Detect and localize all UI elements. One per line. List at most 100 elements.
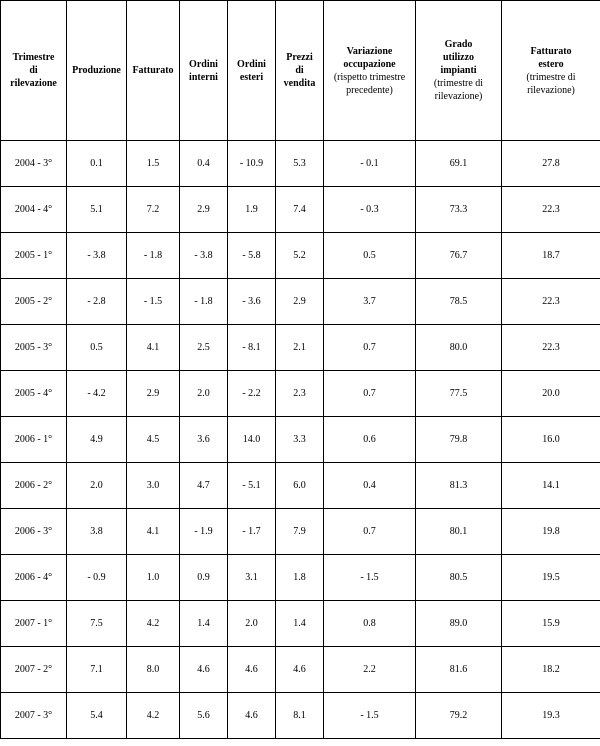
cell-value: - 3.8 [180, 233, 228, 279]
cell-value: 80.1 [416, 509, 502, 555]
row-label: 2005 - 2° [1, 279, 67, 325]
cell-value: 20.0 [502, 371, 600, 417]
col-header: Trimestredirilevazione [1, 1, 67, 141]
cell-value: - 0.3 [324, 187, 416, 233]
cell-value: - 10.9 [228, 141, 276, 187]
cell-value: 0.5 [324, 233, 416, 279]
table-header: Trimestredirilevazione Produzione Fattur… [1, 1, 600, 141]
table-body: 2004 - 3°0.11.50.4- 10.95.3- 0.169.127.8… [1, 141, 600, 739]
cell-value: 80.5 [416, 555, 502, 601]
cell-value: 4.6 [276, 647, 324, 693]
col-header-main: Prezzidivendita [284, 52, 316, 89]
cell-value: - 1.5 [324, 693, 416, 739]
cell-value: 0.7 [324, 325, 416, 371]
table-row: 2007 - 1°7.54.21.42.01.40.889.015.9 [1, 601, 600, 647]
col-header-sub: (trimestre di rilevazione) [434, 78, 483, 102]
cell-value: 8.1 [276, 693, 324, 739]
cell-value: 22.3 [502, 279, 600, 325]
cell-value: - 0.1 [324, 141, 416, 187]
cell-value: 3.0 [127, 463, 180, 509]
table-row: 2005 - 1°- 3.8- 1.8- 3.8- 5.85.20.576.71… [1, 233, 600, 279]
col-header: Gradoutilizzoimpianti(trimestre di rilev… [416, 1, 502, 141]
col-header: Produzione [67, 1, 127, 141]
cell-value: 1.8 [276, 555, 324, 601]
cell-value: 27.8 [502, 141, 600, 187]
cell-value: 80.0 [416, 325, 502, 371]
cell-value: 0.9 [180, 555, 228, 601]
cell-value: 3.3 [276, 417, 324, 463]
cell-value: 0.5 [67, 325, 127, 371]
row-label: 2007 - 3° [1, 693, 67, 739]
cell-value: 0.1 [67, 141, 127, 187]
table-row: 2004 - 4°5.17.22.91.97.4- 0.373.322.3 [1, 187, 600, 233]
cell-value: 19.8 [502, 509, 600, 555]
cell-value: 4.7 [180, 463, 228, 509]
cell-value: 3.7 [324, 279, 416, 325]
cell-value: 2.2 [324, 647, 416, 693]
cell-value: 77.5 [416, 371, 502, 417]
cell-value: - 1.8 [127, 233, 180, 279]
row-label: 2005 - 4° [1, 371, 67, 417]
cell-value: 79.2 [416, 693, 502, 739]
cell-value: - 3.8 [67, 233, 127, 279]
cell-value: 5.4 [67, 693, 127, 739]
row-label: 2007 - 2° [1, 647, 67, 693]
cell-value: 4.2 [127, 693, 180, 739]
cell-value: - 5.8 [228, 233, 276, 279]
row-label: 2006 - 1° [1, 417, 67, 463]
table-row: 2006 - 2°2.03.04.7- 5.16.00.481.314.1 [1, 463, 600, 509]
cell-value: 79.8 [416, 417, 502, 463]
cell-value: 2.0 [180, 371, 228, 417]
cell-value: 2.3 [276, 371, 324, 417]
cell-value: 0.7 [324, 371, 416, 417]
col-header-main: Gradoutilizzoimpianti [440, 39, 476, 76]
cell-value: 0.4 [324, 463, 416, 509]
cell-value: - 1.5 [324, 555, 416, 601]
cell-value: - 8.1 [228, 325, 276, 371]
row-label: 2005 - 1° [1, 233, 67, 279]
cell-value: 4.9 [67, 417, 127, 463]
cell-value: 7.5 [67, 601, 127, 647]
cell-value: 73.3 [416, 187, 502, 233]
col-header: Fatturato [127, 1, 180, 141]
cell-value: 4.6 [228, 693, 276, 739]
cell-value: - 2.2 [228, 371, 276, 417]
row-label: 2006 - 3° [1, 509, 67, 555]
cell-value: - 4.2 [67, 371, 127, 417]
col-header: Prezzidivendita [276, 1, 324, 141]
col-header: Ordiniinterni [180, 1, 228, 141]
data-table: Trimestredirilevazione Produzione Fattur… [0, 0, 600, 739]
cell-value: - 3.6 [228, 279, 276, 325]
cell-value: - 1.5 [127, 279, 180, 325]
cell-value: - 2.8 [67, 279, 127, 325]
cell-value: 16.0 [502, 417, 600, 463]
cell-value: 4.5 [127, 417, 180, 463]
table-row: 2004 - 3°0.11.50.4- 10.95.3- 0.169.127.8 [1, 141, 600, 187]
cell-value: 2.1 [276, 325, 324, 371]
col-header: Ordiniesteri [228, 1, 276, 141]
cell-value: 5.1 [67, 187, 127, 233]
cell-value: 1.9 [228, 187, 276, 233]
cell-value: 5.2 [276, 233, 324, 279]
cell-value: 7.2 [127, 187, 180, 233]
cell-value: 4.1 [127, 325, 180, 371]
cell-value: 4.1 [127, 509, 180, 555]
cell-value: 4.2 [127, 601, 180, 647]
cell-value: 19.5 [502, 555, 600, 601]
row-label: 2004 - 4° [1, 187, 67, 233]
cell-value: 3.1 [228, 555, 276, 601]
cell-value: - 1.8 [180, 279, 228, 325]
cell-value: 6.0 [276, 463, 324, 509]
cell-value: 22.3 [502, 325, 600, 371]
cell-value: 18.7 [502, 233, 600, 279]
cell-value: 1.5 [127, 141, 180, 187]
table-row: 2006 - 1°4.94.53.614.03.30.679.816.0 [1, 417, 600, 463]
row-label: 2004 - 3° [1, 141, 67, 187]
cell-value: 2.9 [276, 279, 324, 325]
col-header-sub: (rispetto trimestre precedente) [334, 72, 405, 96]
col-header-main: Ordiniesteri [237, 59, 266, 83]
cell-value: 15.9 [502, 601, 600, 647]
cell-value: 69.1 [416, 141, 502, 187]
cell-value: 78.5 [416, 279, 502, 325]
cell-value: 1.4 [180, 601, 228, 647]
